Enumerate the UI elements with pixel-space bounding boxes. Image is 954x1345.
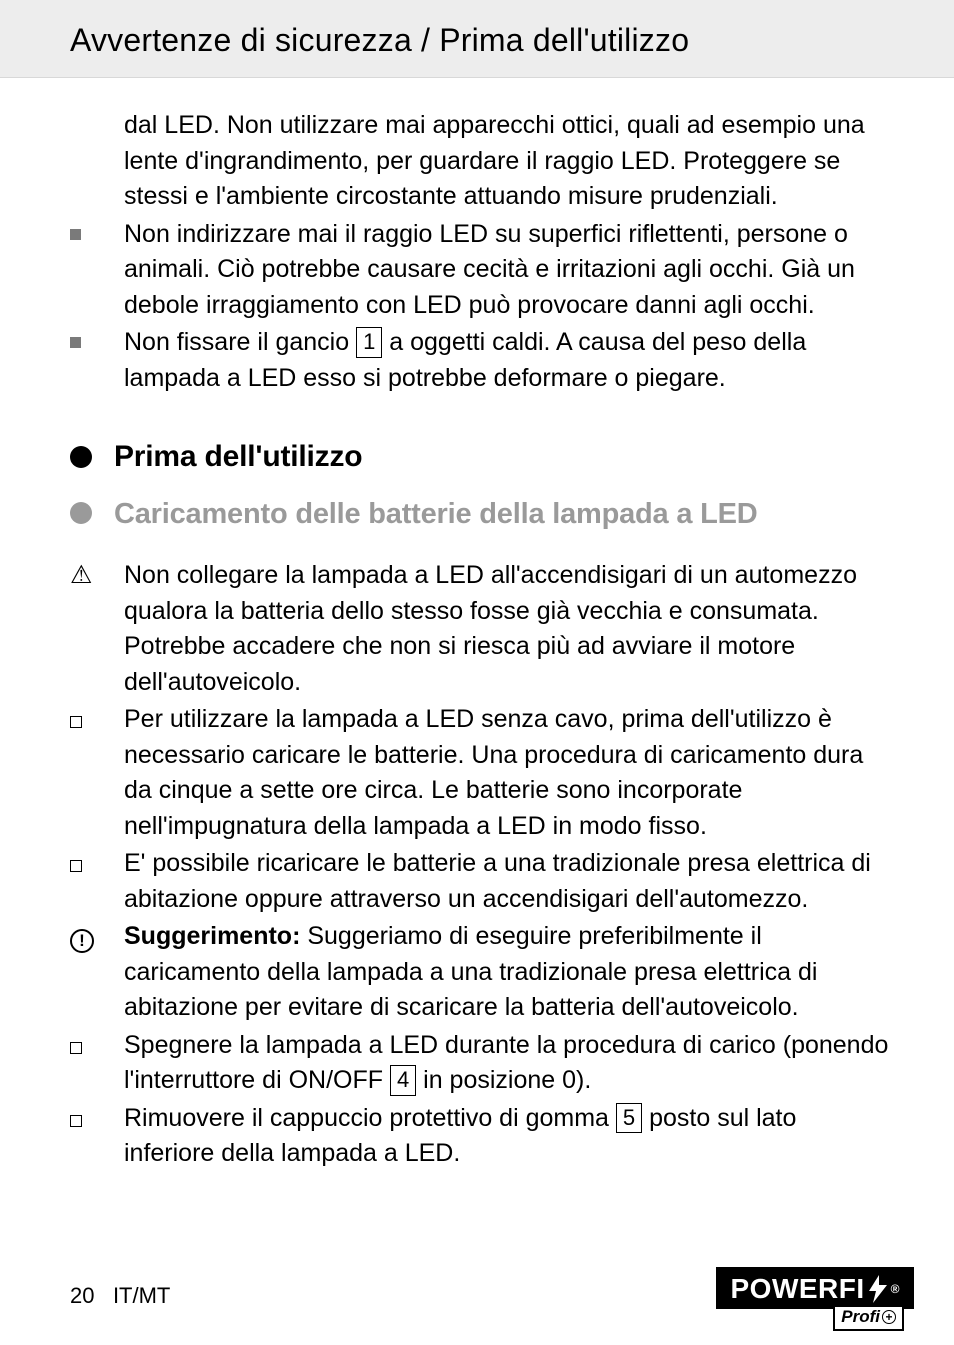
- header-band: Avvertenze di sicurezza / Prima dell'uti…: [0, 0, 954, 78]
- list-item: ⚠ Non collegare la lampada a LED all'acc…: [70, 558, 889, 700]
- page-indicator: 20 IT/MT: [70, 1283, 170, 1309]
- intro-text: dal LED. Non utilizzare mai apparecchi o…: [124, 108, 889, 215]
- brand-main: POWERFI ®: [730, 1273, 900, 1305]
- footer: 20 IT/MT POWERFI® Profi +: [70, 1267, 914, 1309]
- page-title: Avvertenze di sicurezza / Prima dell'uti…: [70, 22, 954, 59]
- outline-square-bullet-icon: [70, 846, 124, 917]
- subsection-heading: Caricamento delle batterie della lampada…: [70, 496, 889, 532]
- page-number: 20: [70, 1283, 94, 1308]
- brand-text: POWERFI: [730, 1273, 864, 1305]
- content-area: dal LED. Non utilizzare mai apparecchi o…: [0, 78, 954, 1172]
- warning-triangle-icon: ⚠: [70, 558, 124, 700]
- text-segment: Rimuovere il cappuccio protettivo di gom…: [124, 1104, 616, 1132]
- list-item: ! Suggerimento: Suggeriamo di eseguire p…: [70, 919, 889, 1026]
- body-text: Spegnere la lampada a LED durante la pro…: [124, 1028, 889, 1099]
- brand-logo: POWERFI® Profi +: [716, 1267, 914, 1309]
- registered-icon: ®: [891, 1282, 900, 1296]
- body-text: Rimuovere il cappuccio protettivo di gom…: [124, 1101, 889, 1172]
- subsection-title: Caricamento delle batterie della lampada…: [114, 496, 758, 532]
- square-bullet-icon: [70, 217, 124, 324]
- section-heading: Prima dell'utilizzo: [70, 440, 889, 474]
- list-item: Spegnere la lampada a LED durante la pro…: [70, 1028, 889, 1099]
- intro-text: Non indirizzare mai il raggio LED su sup…: [124, 217, 889, 324]
- brand-tab-text: Profi: [841, 1307, 880, 1327]
- body-text: Per utilizzare la lampada a LED senza ca…: [124, 702, 889, 844]
- plus-circle-icon: +: [882, 1310, 896, 1324]
- bolt-icon: [867, 1275, 889, 1303]
- bullet-placeholder: [70, 108, 124, 215]
- section-title: Prima dell'utilizzo: [114, 440, 362, 474]
- list-item: Per utilizzare la lampada a LED senza ca…: [70, 702, 889, 844]
- circled-exclamation-icon: !: [70, 919, 124, 1026]
- ref-marker: 1: [356, 327, 382, 358]
- body-text: E' possibile ricaricare le batterie a un…: [124, 846, 889, 917]
- list-item: Rimuovere il cappuccio protettivo di gom…: [70, 1101, 889, 1172]
- dot-icon: [70, 446, 92, 468]
- body-list: ⚠ Non collegare la lampada a LED all'acc…: [70, 558, 889, 1172]
- ref-marker: 4: [390, 1065, 416, 1096]
- tip-label: Suggerimento:: [124, 922, 300, 950]
- ref-marker: 5: [616, 1103, 642, 1134]
- body-text: Suggerimento: Suggeriamo di eseguire pre…: [124, 919, 889, 1026]
- dot-icon: [70, 502, 92, 524]
- outline-square-bullet-icon: [70, 1101, 124, 1172]
- square-bullet-icon: [70, 325, 124, 396]
- intro-item: Non fissare il gancio 1 a oggetti caldi.…: [70, 325, 889, 396]
- intro-item: Non indirizzare mai il raggio LED su sup…: [70, 217, 889, 324]
- text-segment: in posizione 0).: [416, 1066, 591, 1094]
- intro-item: dal LED. Non utilizzare mai apparecchi o…: [70, 108, 889, 215]
- brand-tab: Profi +: [833, 1307, 904, 1331]
- body-text: Non collegare la lampada a LED all'accen…: [124, 558, 889, 700]
- outline-square-bullet-icon: [70, 702, 124, 844]
- text-segment: Non fissare il gancio: [124, 328, 356, 356]
- intro-text: Non fissare il gancio 1 a oggetti caldi.…: [124, 325, 889, 396]
- page-lang: IT/MT: [113, 1283, 170, 1308]
- intro-list: dal LED. Non utilizzare mai apparecchi o…: [70, 108, 889, 396]
- list-item: E' possibile ricaricare le batterie a un…: [70, 846, 889, 917]
- outline-square-bullet-icon: [70, 1028, 124, 1099]
